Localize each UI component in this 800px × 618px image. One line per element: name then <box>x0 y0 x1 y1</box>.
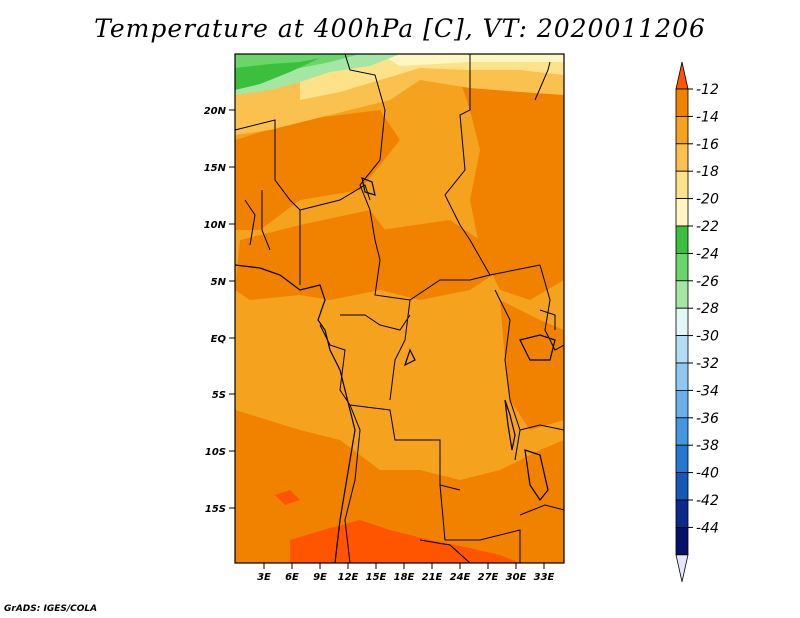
colorbar-label: -24 <box>696 246 719 262</box>
colorbar-swatch <box>675 170 689 199</box>
lat-axis: 20N 15N 10N 5N EQ 5S 10S 15S <box>204 106 235 515</box>
lon-tick-label: 21E <box>422 572 443 583</box>
field-warm-region <box>460 80 564 300</box>
lon-tick-label: 3E <box>257 572 271 583</box>
temperature-field <box>235 54 564 563</box>
map-frame <box>234 53 565 564</box>
colorbar-label: -38 <box>696 438 719 454</box>
lat-tick-label: 10N <box>204 220 227 231</box>
lon-tick-label: 27E <box>478 572 499 583</box>
colorbar-bottom-arrow <box>675 554 689 582</box>
lat-tick-label: 5S <box>212 390 226 401</box>
colorbar-label: -40 <box>696 466 719 482</box>
colorbar-swatch <box>675 198 689 227</box>
field-warm-region <box>235 210 400 300</box>
field-warmest-region <box>290 520 520 563</box>
lon-tick-label: 12E <box>338 572 359 583</box>
map-title: Temperature at 400hPa [C], VT: 202001120… <box>94 14 706 43</box>
colorbar-label: -28 <box>696 301 719 317</box>
field-warm-region <box>500 300 564 430</box>
colorbar-swatch <box>675 389 689 419</box>
colorbar-label: -30 <box>696 329 719 345</box>
colorbar-swatch <box>675 444 689 474</box>
colorbar-swatch <box>675 527 689 556</box>
lon-tick-label: 30E <box>506 572 527 583</box>
colorbar-label: -18 <box>696 164 719 180</box>
colorbar-label: -16 <box>696 137 719 153</box>
colorbar-label: -32 <box>696 356 719 372</box>
lat-tick-label: 5N <box>211 277 227 288</box>
field-green-region <box>235 58 320 90</box>
colorbar-swatch <box>675 225 689 254</box>
colorbar-label: -14 <box>696 109 719 125</box>
field-warm-region <box>235 110 400 230</box>
colorbar-swatch <box>675 472 689 501</box>
field-warmest-region <box>275 490 300 505</box>
field-warm-region <box>235 410 564 563</box>
colorbar-label: -34 <box>696 383 719 399</box>
colorbar-swatch <box>675 252 689 282</box>
colorbar: -12 -14 -16 -18 -20 -22 -24 -26 -28 -30 -32 -34 -36 -… <box>675 61 719 582</box>
colorbar-swatch <box>675 499 689 528</box>
colorbar-swatch <box>675 417 689 446</box>
lon-axis: 3E 6E 9E 12E 15E 18E 21E 24E 27E 30E 33E <box>257 563 555 583</box>
lon-tick-label: 15E <box>366 572 387 583</box>
colorbar-swatch <box>675 88 689 117</box>
colorbar-label: -36 <box>696 411 719 427</box>
lon-tick-label: 24E <box>450 572 471 583</box>
colorbar-swatch <box>675 362 689 391</box>
lon-tick-label: 6E <box>285 572 299 583</box>
lat-tick-label: 15N <box>204 163 227 174</box>
colorbar-swatch <box>675 280 689 309</box>
colorbar-label: -12 <box>696 82 719 98</box>
lon-tick-label: 33E <box>534 572 555 583</box>
lat-tick-label: 15S <box>205 504 226 515</box>
lon-tick-label: 9E <box>313 572 327 583</box>
colorbar-swatch <box>675 335 689 364</box>
colorbar-label: -42 <box>696 493 719 509</box>
lat-tick-label: EQ <box>211 334 227 345</box>
colorbar-label: -44 <box>696 520 719 536</box>
colorbar-swatch <box>675 116 689 145</box>
colorbar-label: -22 <box>696 219 719 235</box>
colorbar-swatch <box>675 307 689 337</box>
lat-tick-label: 10S <box>205 447 226 458</box>
grads-credit: GrADS: IGES/COLA <box>4 604 98 614</box>
coastlines <box>235 177 556 563</box>
colorbar-label: -20 <box>696 192 719 208</box>
colorbar-swatch <box>675 143 689 172</box>
lon-tick-label: 18E <box>394 572 415 583</box>
colorbar-label: -26 <box>696 274 719 290</box>
colorbar-top-arrow <box>675 61 689 90</box>
lat-tick-label: 20N <box>204 106 227 117</box>
field-cooler-region <box>380 54 564 66</box>
